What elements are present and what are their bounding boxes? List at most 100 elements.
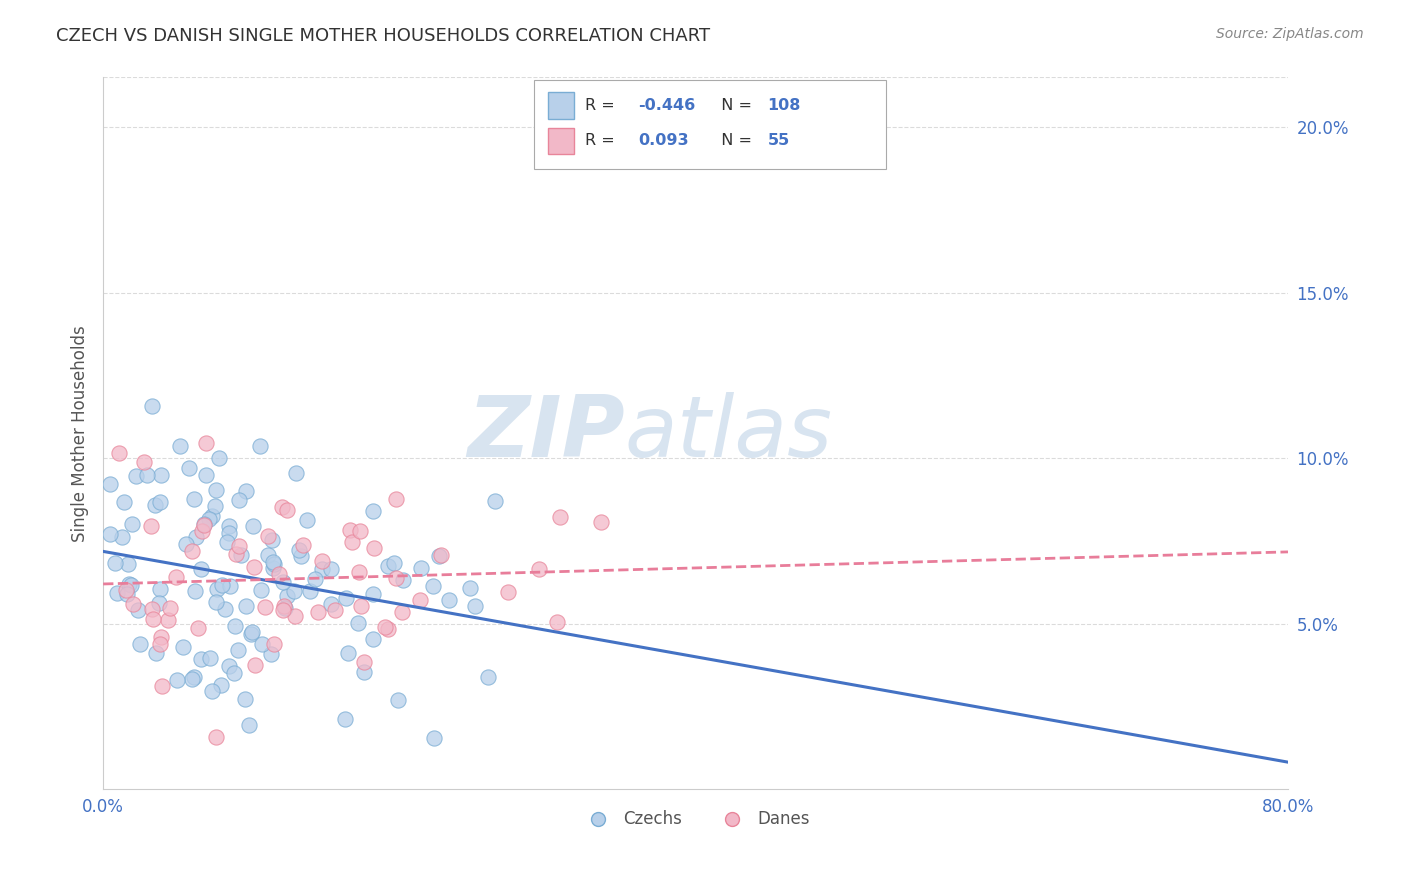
Point [218, 525, 240, 540]
Point [304, 573, 326, 587]
Point [198, 651, 221, 665]
Point [382, 557, 405, 571]
Point [191, 524, 214, 538]
Point [284, 609, 307, 624]
Point [193, 518, 215, 533]
Y-axis label: Single Mother Households: Single Mother Households [72, 325, 89, 541]
Point [288, 543, 311, 558]
Point [427, 549, 450, 563]
Point [134, 455, 156, 469]
Point [363, 587, 385, 601]
Point [166, 673, 188, 687]
Point [458, 581, 481, 595]
Point [149, 582, 172, 596]
Point [218, 659, 240, 673]
Point [228, 492, 250, 507]
Point [363, 541, 385, 555]
Point [477, 670, 499, 684]
Point [114, 582, 136, 597]
Point [249, 440, 271, 454]
Point [193, 517, 215, 532]
Point [253, 600, 276, 615]
Point [159, 601, 181, 615]
Text: Source: ZipAtlas.com: Source: ZipAtlas.com [1216, 27, 1364, 41]
Point [385, 571, 408, 585]
Text: 0.093: 0.093 [638, 134, 689, 148]
Point [349, 524, 371, 538]
Text: N =: N = [711, 98, 758, 112]
Point [122, 597, 145, 611]
Point [128, 637, 150, 651]
Point [271, 500, 294, 514]
Point [98, 477, 121, 491]
Point [339, 523, 361, 537]
Point [377, 559, 399, 574]
Point [263, 557, 285, 571]
Text: R =: R = [585, 134, 620, 148]
Point [311, 554, 333, 568]
Point [363, 504, 385, 518]
Point [374, 620, 396, 634]
Point [391, 605, 413, 619]
Point [242, 560, 264, 574]
Point [347, 566, 370, 580]
Point [228, 540, 250, 554]
Point [205, 483, 228, 498]
Point [437, 592, 460, 607]
Point [238, 718, 260, 732]
Point [149, 468, 172, 483]
Point [527, 562, 550, 576]
Point [271, 574, 294, 589]
Point [385, 492, 408, 507]
Point [391, 574, 413, 588]
Point [353, 665, 375, 680]
Point [201, 684, 224, 698]
Point [121, 517, 143, 532]
Point [180, 544, 202, 558]
Text: atlas: atlas [624, 392, 832, 475]
Text: -0.446: -0.446 [638, 98, 696, 112]
Point [239, 627, 262, 641]
Point [299, 583, 322, 598]
Point [218, 518, 240, 533]
Point [285, 467, 308, 481]
Point [225, 547, 247, 561]
Point [172, 640, 194, 655]
Point [377, 622, 399, 636]
Point [136, 468, 159, 483]
Point [276, 503, 298, 517]
Point [464, 599, 486, 614]
Point [250, 583, 273, 598]
Point [262, 555, 284, 569]
Point [409, 592, 432, 607]
Point [183, 670, 205, 684]
Point [242, 518, 264, 533]
Point [118, 577, 141, 591]
Point [209, 678, 232, 692]
Point [283, 583, 305, 598]
Point [340, 535, 363, 549]
Point [204, 595, 226, 609]
Point [141, 612, 163, 626]
Point [150, 630, 173, 644]
Point [276, 590, 298, 604]
Point [546, 615, 568, 629]
Point [229, 548, 252, 562]
Point [409, 561, 432, 575]
Point [259, 648, 281, 662]
Point [208, 450, 231, 465]
Point [271, 603, 294, 617]
Point [267, 566, 290, 581]
Point [307, 606, 329, 620]
Text: N =: N = [711, 134, 758, 148]
Point [224, 665, 246, 680]
Point [112, 495, 135, 509]
Point [321, 562, 343, 576]
Point [423, 731, 446, 746]
Point [323, 603, 346, 617]
Point [262, 561, 284, 575]
Point [141, 519, 163, 533]
Point [143, 499, 166, 513]
Point [274, 601, 297, 615]
Text: ZIP: ZIP [467, 392, 624, 475]
